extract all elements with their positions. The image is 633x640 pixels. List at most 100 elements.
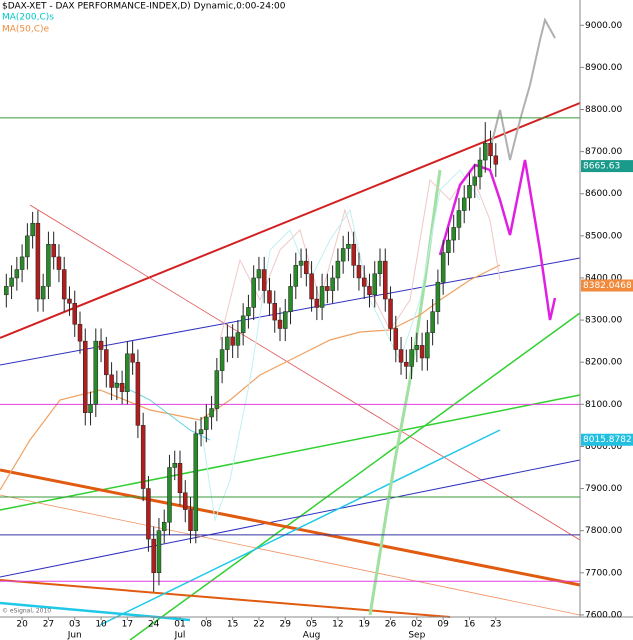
candle-body [267,290,272,304]
month-label: Jul [174,631,186,640]
candle-body [93,340,99,405]
x-tick-label: 24 [148,620,160,630]
candle-body [51,244,56,258]
candle-body [309,273,314,300]
candle-body [351,244,356,266]
candle-body [35,222,41,300]
candle-body [104,349,109,376]
candle-body [393,328,399,350]
trend-line [129,312,581,640]
chart-title: $DAX-XET - DAX PERFORMANCE-INDEX,D) Dyna… [2,2,286,12]
legend-entry: MA(50,C)e [2,25,50,35]
candle-body [193,433,199,531]
candle-body [56,256,62,270]
candle-body [367,286,372,296]
candle-body [151,538,156,574]
ma50-line [0,264,501,491]
trend-line [99,429,501,626]
x-tick-label: 23 [490,620,501,630]
candle-body [61,269,67,300]
candle-body [404,361,409,367]
price-label-box [581,433,633,446]
candle-body [293,265,299,287]
candle-body [14,269,20,279]
candle-body [493,155,499,165]
candle-body [246,307,251,317]
y-tick-label: 8100.00 [585,400,622,410]
candle-body [225,336,230,350]
price-label: 8382.0468 [583,281,632,291]
x-tick-label: 10 [95,620,107,630]
candle-body [325,286,330,291]
x-tick-label: 15 [227,620,238,630]
candle-body [435,281,441,312]
candle-body [135,361,141,426]
y-tick-label: 8500.00 [585,231,622,241]
candle-body [19,256,25,270]
candle-body [472,176,477,186]
x-tick-label: 12 [332,620,343,630]
candle-body [340,248,346,262]
candle-body [4,286,9,296]
y-tick-label: 7900.00 [585,484,622,494]
candle-body [335,260,341,279]
candle-body [346,244,351,249]
candle-body [67,298,72,304]
candle-body [383,260,388,300]
candle-body [288,286,293,312]
candle-body [304,260,309,275]
candle-body [330,277,335,291]
projection-line [438,159,557,321]
candle-body [456,210,462,228]
candle-body [461,197,467,211]
candle-body [477,159,483,178]
x-tick-label: 03 [69,620,80,630]
x-tick-label: 17 [122,620,133,630]
candle-body [40,286,46,300]
y-tick-label: 9000.00 [585,21,622,31]
candle-body [219,349,225,371]
credit: © eSignal, 2010 [2,608,51,615]
candle-body [214,370,220,409]
legend-entry: MA(200,C)s [2,13,54,23]
candle-body [319,286,325,308]
candle-body [140,425,146,489]
ma200-line [109,379,211,441]
candle-body [272,302,277,321]
x-tick-label: 26 [385,620,397,630]
candle-body [183,492,188,510]
candle-body [251,277,256,308]
candle-body [483,142,488,161]
price-label-box [581,279,633,292]
candle-body [388,298,393,329]
candle-body [9,277,14,287]
candle-body [430,311,435,333]
x-tick-label: 20 [16,620,28,630]
y-tick-label: 8400.00 [585,273,622,283]
candle-body [167,467,172,523]
trend-line [0,394,581,511]
x-tick-label: 16 [464,620,476,630]
candle-body [156,530,162,574]
price-label: 8665.63 [583,162,620,172]
candle-body [377,260,383,275]
month-label: Sep [408,631,425,640]
candle-body [177,463,183,494]
candle-body [256,269,262,279]
candle-body [161,521,167,531]
x-tick-label: 01 [174,620,185,630]
x-tick-label: 22 [253,620,264,630]
candle-body [198,429,204,435]
candle-body [204,416,209,430]
month-label: Aug [303,631,321,640]
y-tick-label: 8300.00 [585,316,622,326]
y-tick-label: 8000.00 [585,442,622,452]
trend-line [0,459,581,578]
candle-body [30,222,35,237]
y-tick-label: 7600.00 [585,610,622,620]
price-label: 8015.8782 [583,435,632,445]
candle-body [467,185,472,199]
x-tick-label: 29 [280,620,292,630]
x-tick-label: 09 [437,620,449,630]
